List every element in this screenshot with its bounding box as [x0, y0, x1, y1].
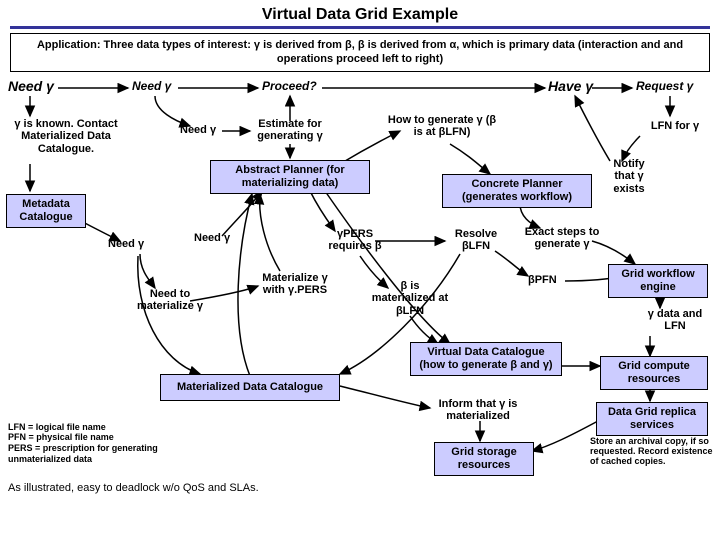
abstract-planner-box: Abstract Planner (for materializing data…: [210, 160, 370, 194]
need-gamma-2: Need γ: [132, 80, 171, 94]
bpfn-label: βPFN: [528, 274, 557, 287]
need-gamma-4: Need γ: [108, 238, 144, 251]
resolve-label: Resolve βLFN: [446, 228, 506, 253]
bottom-note: As illustrated, easy to deadlock w/o QoS…: [8, 482, 259, 494]
have-gamma: Have γ: [548, 78, 593, 94]
request-gamma: Request γ: [636, 80, 693, 94]
diagram-area: Need γ Need γ Proceed? Have γ Request γ …: [0, 76, 720, 506]
need-gamma-5: Need γ: [194, 232, 230, 245]
footnote: LFN = logical file name PFN = physical f…: [8, 422, 188, 465]
need-gamma-3: Need γ: [180, 124, 216, 137]
gamma-data-label: γ data and LFN: [640, 308, 710, 333]
title-underline: [10, 26, 710, 29]
store-note: Store an archival copy, if so requested.…: [590, 436, 716, 467]
grid-workflow-box: Grid workflow engine: [608, 264, 708, 298]
gamma-known: γ is known. Contact Materialized Data Ca…: [6, 118, 126, 156]
need-materialize: Need to materialize γ: [130, 288, 210, 313]
lfn-gamma: LFN for γ: [640, 120, 710, 133]
application-box: Application: Three data types of interes…: [10, 33, 710, 72]
materialized-data-catalogue-box: Materialized Data Catalogue: [160, 374, 340, 401]
inform-label: Inform that γ is materialized: [428, 398, 528, 423]
need-gamma-1: Need γ: [8, 78, 54, 94]
page-title: Virtual Data Grid Example: [0, 0, 720, 26]
data-grid-replica-box: Data Grid replica services: [596, 402, 708, 436]
pers-label: γPERS requires β: [320, 228, 390, 253]
estimate-label: Estimate for generating γ: [250, 118, 330, 143]
how-generate: How to generate γ (β is at βLFN): [382, 114, 502, 139]
proceed-label: Proceed?: [262, 80, 317, 94]
concrete-planner-box: Concrete Planner (generates workflow): [442, 174, 592, 208]
grid-compute-box: Grid compute resources: [600, 356, 708, 390]
exact-steps: Exact steps to generate γ: [522, 226, 602, 251]
notify-label: Notify that γ exists: [604, 158, 654, 196]
grid-storage-box: Grid storage resources: [434, 442, 534, 476]
virtual-data-catalogue-box: Virtual Data Catalogue (how to generate …: [410, 342, 562, 376]
metadata-catalogue-box: Metadata Catalogue: [6, 194, 86, 228]
beta-materialized: β is materialized at βLFN: [370, 280, 450, 318]
materialize-with: Materialize γ with γ.PERS: [250, 272, 340, 297]
